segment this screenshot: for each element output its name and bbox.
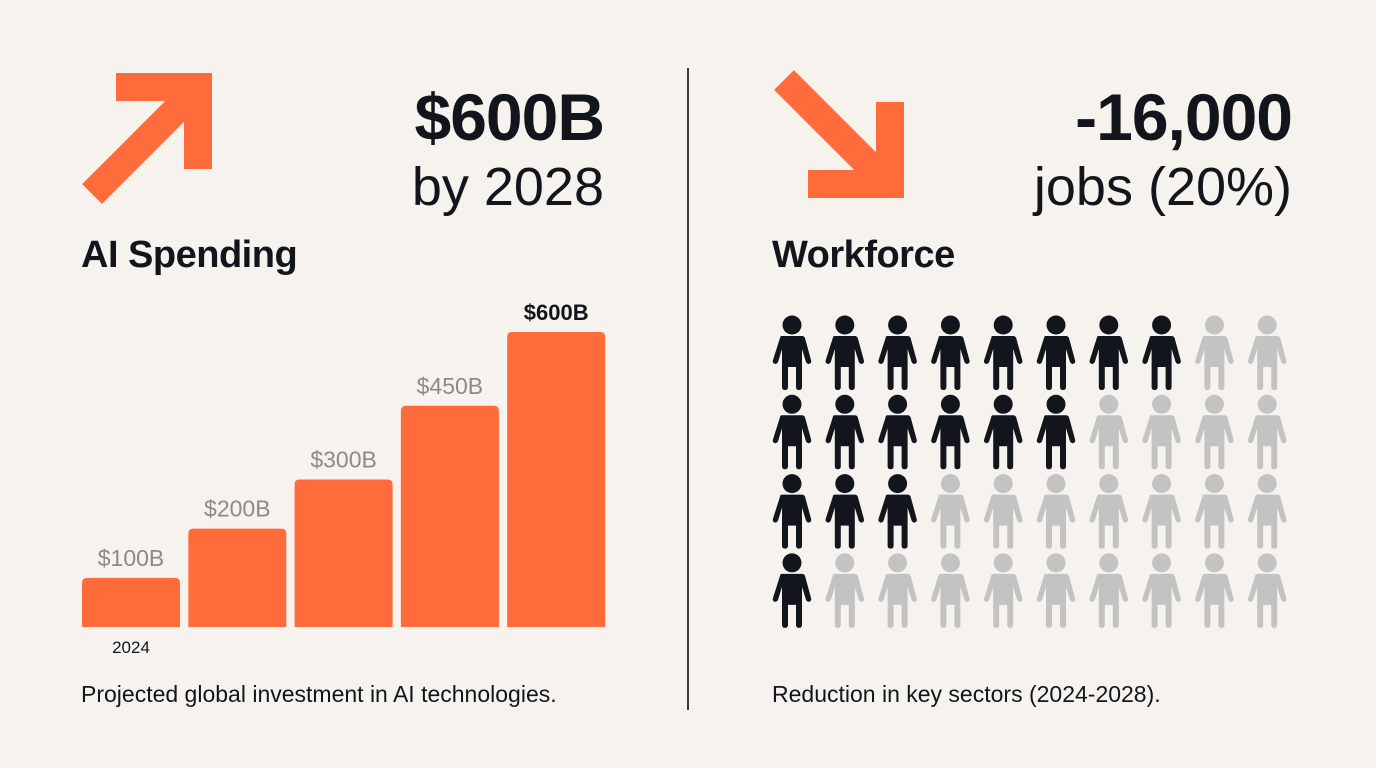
person-icon-affected [878,394,917,470]
person-icon-affected [931,315,970,390]
spending-headline: $600B [414,80,605,154]
person-icon [1089,553,1129,628]
person-icon-affected [1142,315,1181,390]
person-icon-affected [878,315,917,390]
person-icon [1195,474,1234,549]
arrow-up-right-icon [82,73,212,204]
person-icon [983,474,1023,549]
bar-data-label: $200B [204,496,271,522]
panel-divider [687,68,689,710]
bar [82,577,180,627]
person-icon [983,553,1023,628]
spending-heading: AI Spending [81,234,298,276]
person-icon [1247,315,1287,390]
person-icon [1142,553,1181,628]
person-icon-affected [772,553,812,628]
person-icon [1247,553,1287,628]
person-icon-affected [825,315,865,390]
person-icon [1195,394,1234,470]
bar-data-label: $300B [310,447,377,473]
workforce-pictogram [772,315,1287,628]
person-icon-affected [772,394,812,470]
person-icon [1142,394,1181,470]
person-icon [878,553,917,628]
person-icon [1089,394,1129,470]
person-icon-affected [983,394,1023,470]
workforce-caption: Reduction in key sectors (2024-2028). [772,681,1161,707]
person-icon-affected [772,315,812,390]
spending-bar-chart: $100B 2024 $200B $300B $450B $600B [82,300,606,657]
workforce-headline: -16,000 [1075,80,1293,154]
person-icon [1195,315,1234,390]
person-icon-affected [772,474,812,549]
arrow-down-right-icon [774,70,904,198]
person-icon [1247,394,1287,470]
bar [294,479,393,627]
person-icon [1142,474,1181,549]
person-icon-affected [1036,315,1076,390]
spending-subline: by 2028 [411,157,604,217]
person-icon-affected [983,315,1023,390]
person-icon [1036,474,1076,549]
bar [188,528,287,627]
person-icon [931,474,970,549]
workforce-heading: Workforce [772,234,955,276]
person-icon [825,553,865,628]
spending-caption: Projected global investment in AI techno… [81,681,557,707]
person-icon [1247,474,1287,549]
person-icon-affected [1036,394,1076,470]
bar-data-label: $600B [524,300,589,325]
bar [400,405,499,627]
workforce-subline: jobs (20%) [1033,157,1292,217]
person-icon [931,553,970,628]
person-icon-affected [931,394,970,470]
person-icon-affected [878,474,917,549]
person-icon-affected [825,474,865,549]
bar [507,332,606,627]
person-icon [1195,553,1234,628]
person-icon-affected [825,394,865,470]
person-icon-affected [1089,315,1129,390]
x-tick-label: 2024 [112,638,150,657]
person-icon [1036,553,1076,628]
bar-data-label: $450B [417,373,484,399]
person-icon [1089,474,1129,549]
bar-data-label: $100B [98,545,165,571]
